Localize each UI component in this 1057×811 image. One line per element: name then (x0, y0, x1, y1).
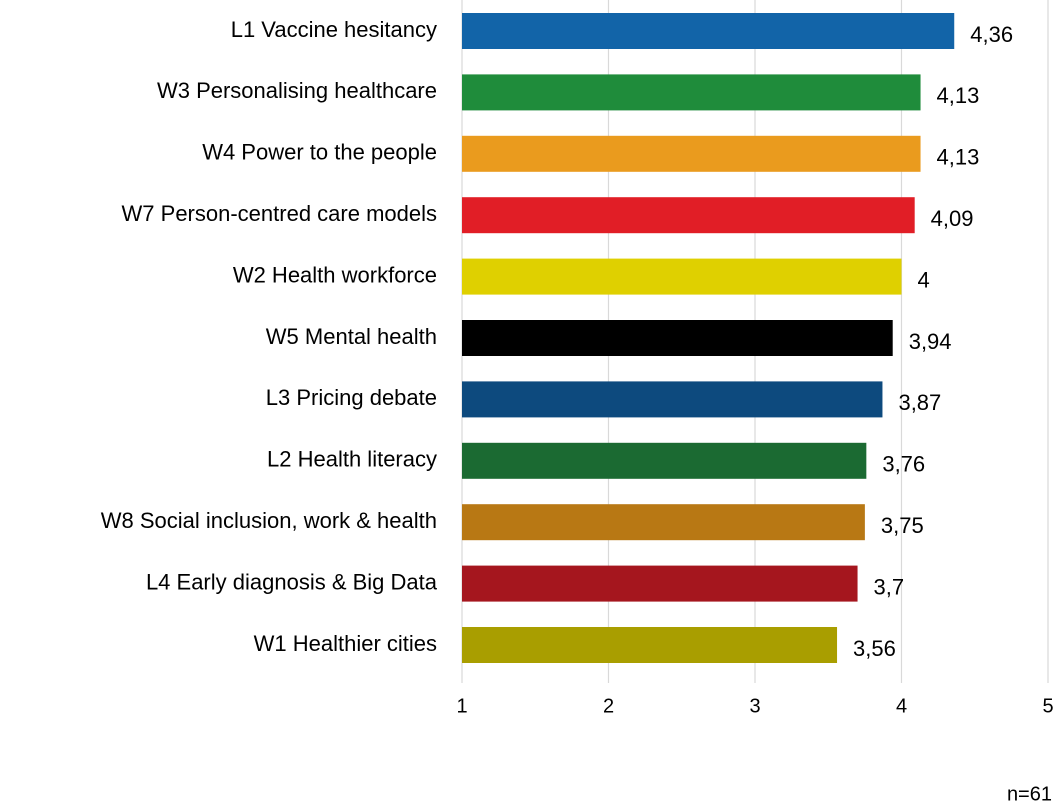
y-tick-label: W1 Healthier cities (254, 631, 437, 656)
value-label: 4,36 (970, 22, 1013, 47)
y-tick-label: W7 Person-centred care models (122, 201, 437, 226)
x-tick-label: 4 (896, 695, 907, 717)
value-label: 3,94 (909, 329, 952, 354)
x-tick-label: 5 (1042, 695, 1053, 717)
sample-size-note: n=61 (1007, 783, 1052, 805)
bar (462, 442, 867, 479)
bar (462, 565, 858, 602)
x-tick-label: 3 (749, 695, 760, 717)
y-tick-label: W2 Health workforce (233, 262, 437, 287)
bar (462, 13, 955, 49)
bar (462, 381, 883, 418)
value-label: 4,09 (931, 206, 974, 231)
y-tick-label: L3 Pricing debate (266, 385, 437, 410)
value-label: 4 (918, 267, 930, 292)
y-tick-label: W5 Mental health (266, 324, 437, 349)
bar (462, 135, 921, 172)
value-label: 3,87 (898, 390, 941, 415)
value-label: 3,56 (853, 636, 896, 661)
value-label: 4,13 (937, 145, 980, 170)
value-label: 3,76 (882, 452, 925, 477)
x-tick-label: 2 (603, 695, 614, 717)
bar (462, 258, 902, 295)
value-label: 4,13 (937, 83, 980, 108)
value-label: 3,75 (881, 513, 924, 538)
y-tick-label: W3 Personalising healthcare (157, 78, 437, 103)
bar (462, 504, 865, 541)
y-tick-label: L4 Early diagnosis & Big Data (146, 569, 438, 594)
x-tick-label: 1 (456, 695, 467, 717)
y-tick-label: W8 Social inclusion, work & health (101, 508, 437, 533)
bar (462, 74, 921, 111)
value-label: 3,7 (874, 574, 905, 599)
y-tick-label: W4 Power to the people (202, 140, 437, 165)
bar (462, 627, 838, 663)
y-tick-label: L2 Health literacy (267, 447, 437, 472)
bar (462, 320, 893, 356)
y-tick-label: L1 Vaccine hesitancy (231, 17, 437, 42)
bar (462, 197, 915, 234)
